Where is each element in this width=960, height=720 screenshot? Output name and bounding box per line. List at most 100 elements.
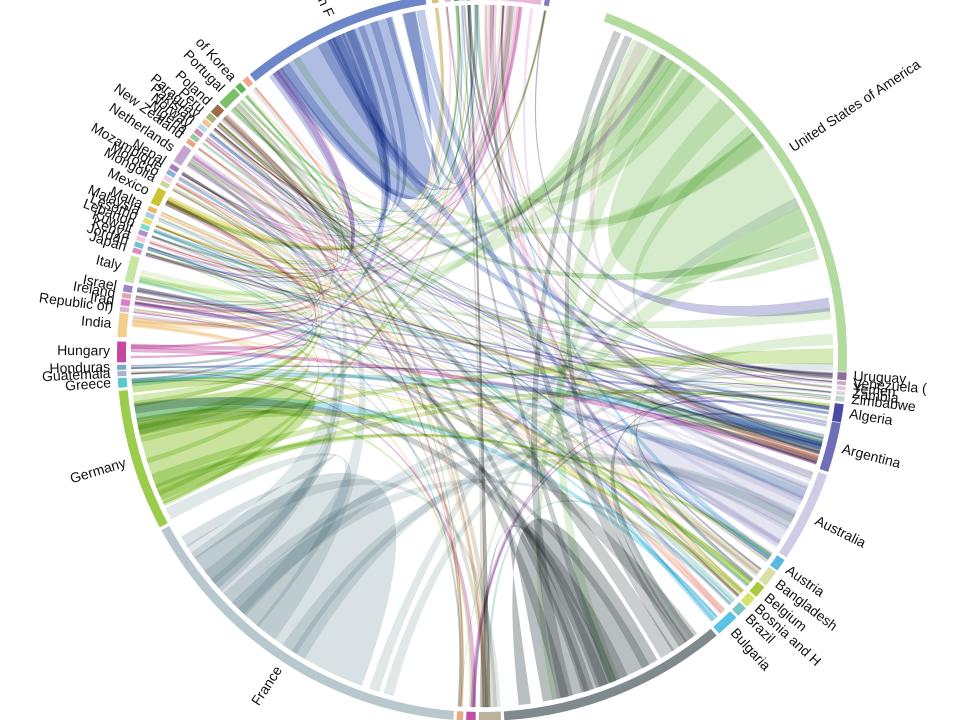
chord-ribbon (504, 5, 726, 614)
group-arc (778, 471, 828, 558)
chord-ribbon (131, 324, 749, 587)
group-arc (205, 112, 217, 124)
group-arc (137, 229, 149, 238)
chord-ribbon (136, 408, 472, 708)
group-arc (603, 13, 847, 372)
chord-ribbon (326, 5, 462, 191)
chord-ribbon (282, 456, 798, 655)
chord-ribbon (209, 132, 833, 375)
group-arc (219, 88, 241, 109)
group-arc (121, 292, 132, 300)
group-arc (713, 611, 737, 634)
group-arc (120, 298, 131, 307)
group-arc (460, 0, 466, 1)
group-arc (118, 390, 168, 528)
chord-ribbon (136, 287, 833, 382)
chord-ribbon (292, 56, 765, 234)
group-arc (144, 211, 156, 220)
chord-ribbon (534, 10, 831, 317)
group-label: India (81, 312, 113, 331)
chord-ribbon (231, 479, 732, 615)
group-arc (162, 174, 174, 184)
chord-ribbon (218, 115, 353, 239)
chord-ribbon (205, 137, 461, 707)
group-label: Algeria (848, 405, 894, 428)
group-arc (124, 255, 140, 284)
chord-ribbon (175, 6, 522, 242)
group-arc (140, 223, 151, 232)
group-label: Russian F (297, 0, 337, 20)
group-label: France (248, 663, 285, 708)
group-arc (235, 82, 247, 94)
group-arc (444, 0, 451, 2)
chord-ribbon (181, 172, 833, 375)
chord-ribbon (186, 478, 501, 708)
chord-ribbon (233, 106, 463, 707)
chord-ribbon (147, 246, 462, 707)
group-label: Hungary (57, 342, 110, 359)
group-label: Argentina (840, 440, 902, 471)
group-arc (506, 0, 542, 5)
group-arc (837, 372, 847, 381)
group-arc (758, 566, 777, 586)
group-label: Israel (82, 271, 119, 293)
group-arc (242, 76, 254, 88)
group-arc (142, 217, 153, 226)
group-arc (117, 312, 129, 338)
group-arc (836, 380, 847, 386)
group-label: Zambia (851, 385, 899, 406)
group-arc (150, 187, 167, 207)
group-arc (478, 711, 502, 720)
group-arc (832, 403, 844, 423)
group-arc (210, 104, 225, 118)
chord-ribbon (181, 4, 477, 237)
group-arc (132, 247, 143, 255)
chord-ribbon (139, 231, 315, 309)
group-label: Australia (813, 512, 869, 551)
chord-ribbon (467, 4, 833, 382)
group-label: Iraq (89, 288, 115, 307)
group-arc (117, 341, 127, 363)
group-label: Yemen (852, 380, 896, 400)
chord-ribbon (131, 231, 313, 387)
group-label: Uruguay (853, 367, 907, 386)
chord-ribbon (131, 186, 319, 375)
group-arcs (117, 0, 847, 720)
group-label: Italy (94, 251, 123, 273)
group-arc (770, 555, 785, 571)
chord-ribbon (523, 8, 754, 580)
group-arc (197, 123, 208, 133)
group-arc (193, 128, 204, 138)
group-arc (135, 235, 147, 244)
group-arc (133, 241, 145, 249)
group-arc (165, 169, 177, 178)
group-arc (456, 711, 464, 720)
group-arc (173, 145, 192, 166)
chord-ribbon (157, 5, 470, 496)
group-arc (147, 205, 158, 215)
chord-ribbon (135, 5, 511, 307)
chord-ribbon (155, 7, 444, 262)
group-arc (503, 628, 717, 720)
group-label: Venezuela ( (852, 375, 927, 397)
group-arc (159, 180, 171, 189)
chord-ribbon (467, 5, 491, 708)
group-arc (117, 377, 128, 388)
group-label: Honduras (49, 358, 110, 376)
group-label: Ireland (72, 278, 117, 301)
group-arc (169, 163, 180, 173)
group-arc (117, 370, 127, 377)
chord-ribbon (317, 39, 833, 378)
group-label: United States of America (786, 56, 923, 155)
group-arc (466, 711, 476, 720)
chord-ribbon (198, 10, 547, 227)
group-arc (835, 390, 846, 396)
group-arc (453, 0, 460, 2)
chord-ribbon (202, 142, 828, 420)
group-arc (819, 421, 841, 472)
chord-ribbon (369, 197, 801, 692)
chord-ribbon (492, 4, 740, 598)
group-arc (836, 385, 846, 391)
group-arc (431, 0, 439, 4)
group-label: Guatemala (42, 365, 111, 384)
